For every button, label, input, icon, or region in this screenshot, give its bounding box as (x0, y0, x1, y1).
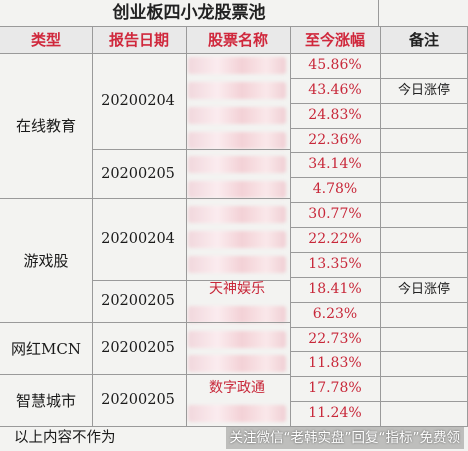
grid-col-line (378, 0, 379, 27)
gain-value: 45.86% (308, 57, 362, 73)
grid-row-line (290, 152, 468, 153)
grid-row-line (0, 26, 468, 27)
category-gaming: 游戏股 (23, 251, 69, 270)
gain-value: 4.78% (312, 181, 358, 197)
blurred-stock-name (188, 156, 286, 173)
category-influencer-mcn: 网红MCN (11, 339, 81, 358)
note-cell (380, 154, 468, 175)
blurred-stock-name (188, 355, 286, 372)
gain-value: 11.83% (308, 355, 362, 371)
note-cell (380, 304, 468, 325)
grid-row-line (290, 78, 468, 79)
report-date: 20200205 (101, 293, 175, 309)
table-title: 创业板四小龙股票池 (112, 3, 266, 23)
grid-row-line (290, 227, 468, 228)
report-date: 20200205 (101, 340, 175, 356)
report-date: 20200205 (101, 165, 175, 182)
gain-value: 11.24% (308, 405, 362, 421)
gain-value: 17.78% (308, 380, 362, 396)
category-smart-city: 智慧城市 (15, 391, 76, 410)
note-cell (380, 403, 468, 424)
grid-row-line (92, 280, 290, 281)
note-cell (380, 204, 468, 225)
grid-row-line (290, 327, 468, 328)
report-date: 20200204 (101, 231, 175, 247)
grid-row-line (290, 103, 468, 104)
note-cell (380, 378, 468, 399)
gain-value: 18.41% (308, 281, 362, 297)
grid-row-line (290, 277, 468, 278)
grid-row-line (0, 53, 468, 54)
header-note: 备注 (380, 27, 468, 53)
grid-row-line (290, 177, 468, 178)
report-date: 20200204 (101, 93, 175, 109)
blurred-stock-name (188, 132, 286, 149)
gain-value: 22.73% (308, 331, 362, 347)
header-name: 股票名称 (186, 27, 290, 53)
grid-row-line (290, 128, 468, 129)
grid-row-line (290, 202, 468, 203)
gain-value: 13.35% (308, 256, 362, 272)
stock-name: 数字政通 (209, 380, 265, 396)
category-online-education: 在线教育 (15, 117, 76, 135)
gain-value: 34.14% (308, 156, 362, 172)
note-cell: 今日涨停 (397, 282, 450, 297)
blurred-stock-name (188, 231, 286, 248)
disclaimer-text: 以上内容不作为 (14, 430, 116, 446)
note-cell (380, 229, 468, 250)
note-cell: 今日涨停 (397, 83, 450, 98)
blurred-stock-name (188, 405, 286, 422)
grid-col-line (290, 26, 291, 426)
grid-row-line (92, 149, 290, 150)
gain-value: 22.36% (308, 132, 362, 148)
note-cell (380, 254, 468, 275)
header-gain: 至今涨幅 (290, 27, 380, 53)
grid-row-line (290, 302, 468, 303)
header-type: 类型 (0, 27, 92, 53)
gain-value: 22.22% (308, 231, 362, 247)
grid-col-line (92, 26, 93, 426)
blurred-stock-name (188, 57, 286, 74)
stock-name: 天神娱乐 (209, 281, 265, 297)
gain-value: 6.23% (312, 306, 358, 322)
blurred-stock-name (188, 306, 286, 323)
blurred-stock-name (188, 206, 286, 223)
gain-value: 24.83% (308, 107, 362, 123)
header-date: 报告日期 (92, 27, 186, 53)
grid-col-line (186, 26, 187, 426)
grid-row-line (0, 426, 468, 427)
blurred-stock-name (188, 181, 286, 198)
grid-row-line (0, 198, 92, 199)
grid-row-line (92, 322, 290, 323)
grid-row-line (92, 198, 290, 199)
blurred-stock-name (188, 256, 286, 273)
note-cell (380, 130, 468, 151)
promo-watermark: 关注微信“老韩实盘”回复“指标”免费领 (225, 427, 464, 449)
blurred-stock-name (188, 331, 286, 348)
gain-value: 30.77% (308, 206, 362, 222)
note-cell (380, 55, 468, 76)
grid-row-line (0, 374, 92, 375)
grid-col-line (380, 26, 381, 426)
note-cell (380, 329, 468, 350)
report-date: 20200205 (101, 392, 175, 408)
note-cell (380, 353, 468, 374)
grid-row-line (92, 374, 290, 375)
grid-row-line (0, 322, 92, 323)
note-cell (380, 105, 468, 126)
blurred-stock-name (188, 82, 286, 99)
note-cell (380, 179, 468, 200)
grid-row-line (290, 351, 468, 352)
gain-value: 43.46% (308, 82, 362, 98)
grid-row-line (290, 252, 468, 253)
blurred-stock-name (188, 107, 286, 124)
grid-row-line (290, 401, 468, 402)
grid-row-line (290, 376, 468, 377)
